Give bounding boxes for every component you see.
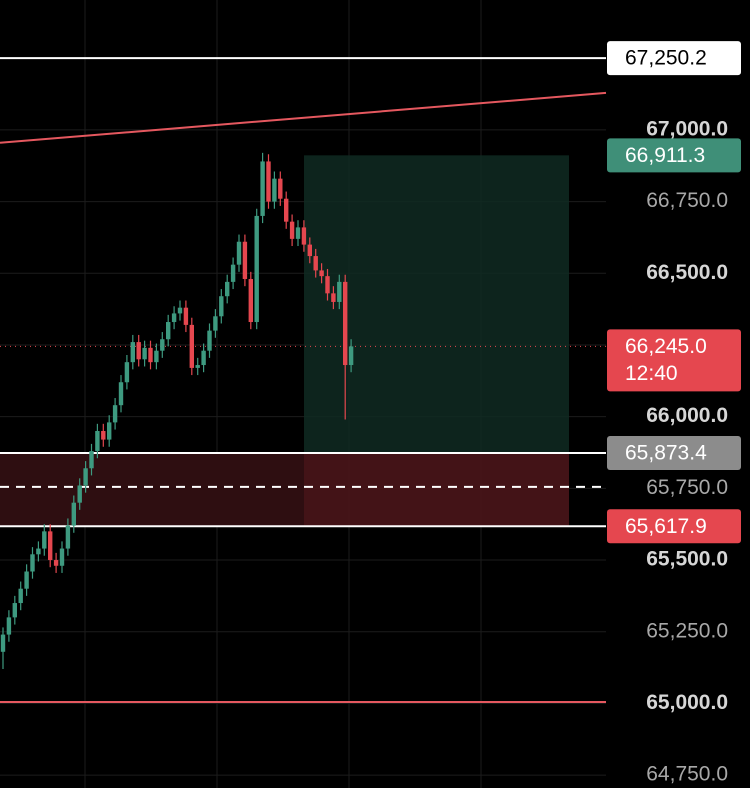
candle-body xyxy=(189,324,194,368)
y-tick-label: 66,750.0 xyxy=(646,189,728,212)
candle-body xyxy=(343,281,348,366)
candle-body xyxy=(331,293,336,302)
y-tick-label: 64,750.0 xyxy=(646,763,728,786)
candle-body xyxy=(307,244,312,257)
candle-body xyxy=(24,571,29,589)
candle-body xyxy=(171,313,177,323)
candle-body xyxy=(59,548,65,566)
y-tick-label: 67,000.0 xyxy=(646,117,728,140)
price-label: 66,245.0 xyxy=(625,335,707,358)
countdown-label: 12:40 xyxy=(625,362,678,385)
candle-body xyxy=(236,241,242,265)
loss-band xyxy=(0,452,304,527)
candle-body xyxy=(166,322,171,340)
candle-body xyxy=(71,502,76,526)
y-tick-label: 65,250.0 xyxy=(646,619,728,642)
candle-body xyxy=(295,227,301,239)
trendline xyxy=(0,91,607,144)
candle-body xyxy=(278,178,283,199)
candle-body xyxy=(148,347,153,363)
candle-body xyxy=(254,215,259,323)
candle-body xyxy=(65,525,71,549)
candle-body xyxy=(107,422,112,440)
candle-body xyxy=(18,588,23,604)
candle-body xyxy=(89,451,94,469)
y-tick-label: 66,000.0 xyxy=(646,404,728,427)
candle-body xyxy=(53,560,59,566)
candle-body xyxy=(201,350,206,366)
candle-body xyxy=(95,430,100,452)
profit-zone xyxy=(304,155,569,453)
candle-body xyxy=(248,279,253,323)
candle-body xyxy=(160,339,165,351)
candle-body xyxy=(118,382,124,406)
candle-body xyxy=(6,617,12,635)
candle-body xyxy=(42,531,47,549)
candle-body xyxy=(213,316,218,331)
candle-body xyxy=(142,347,147,360)
candle-body xyxy=(348,346,354,366)
price-label: 66,911.3 xyxy=(625,144,705,167)
candle-body xyxy=(266,161,271,202)
y-tick-label: 65,500.0 xyxy=(646,548,728,571)
candle-body xyxy=(112,405,118,423)
candle-body xyxy=(83,468,88,486)
candle-body xyxy=(230,264,236,282)
price-label-box xyxy=(607,138,741,173)
candle-body xyxy=(12,603,17,618)
candle-body xyxy=(136,342,141,360)
candle-body xyxy=(319,270,324,277)
loss-zone xyxy=(304,452,569,527)
candle-body xyxy=(301,227,307,245)
candle-body xyxy=(36,548,41,555)
candle-body xyxy=(0,634,6,652)
candle-body xyxy=(207,330,212,351)
candle-body xyxy=(242,241,248,280)
price-label-box xyxy=(607,329,741,392)
candle-body xyxy=(289,221,295,239)
price-label: 65,873.4 xyxy=(625,442,707,465)
candle-body xyxy=(77,485,82,503)
candle-body xyxy=(225,281,230,297)
y-tick-label: 65,000.0 xyxy=(646,691,728,714)
candle-body xyxy=(30,554,35,572)
candle-body xyxy=(219,296,224,317)
candle-body xyxy=(337,281,342,302)
candle-body xyxy=(272,178,277,202)
candle-body xyxy=(260,161,265,216)
price-label: 67,250.2 xyxy=(625,47,707,70)
y-tick-label: 65,750.0 xyxy=(646,476,728,499)
candle-body xyxy=(195,365,200,368)
candle-body xyxy=(284,198,289,222)
candle-body xyxy=(101,430,106,440)
candle-body xyxy=(325,276,330,294)
candle-body xyxy=(313,256,318,271)
price-label-box xyxy=(607,509,741,544)
candle-body xyxy=(48,531,53,561)
price-label: 65,617.9 xyxy=(625,515,707,538)
price-label-box xyxy=(607,41,741,76)
candle-body xyxy=(130,342,135,363)
candle-body xyxy=(183,307,189,325)
candle-body xyxy=(154,350,159,363)
price-label-box xyxy=(607,435,741,470)
candle-body xyxy=(177,307,183,314)
candle-body xyxy=(124,362,130,383)
y-tick-label: 66,500.0 xyxy=(646,261,728,284)
